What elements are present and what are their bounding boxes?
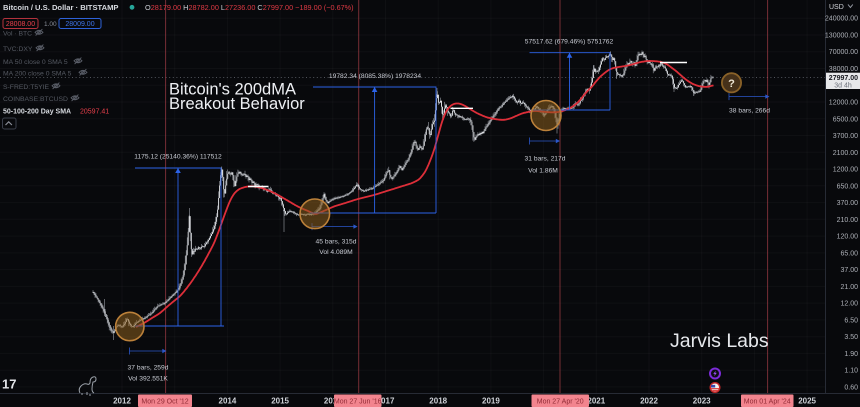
svg-text:2100.00: 2100.00 — [833, 150, 858, 157]
svg-text:Vol 4.089M: Vol 4.089M — [319, 249, 353, 256]
svg-text:3.50: 3.50 — [844, 334, 858, 341]
svg-text:2016: 2016 — [324, 397, 342, 406]
svg-text:Mon 01 Apr '24: Mon 01 Apr '24 — [744, 399, 791, 406]
svg-text:2021: 2021 — [587, 397, 605, 406]
svg-text:27997.00: 27997.00 — [829, 75, 858, 82]
svg-text:20597.41: 20597.41 — [80, 109, 109, 116]
svg-text:?: ? — [728, 78, 735, 90]
svg-text:1200.00: 1200.00 — [833, 167, 858, 174]
svg-text:17: 17 — [2, 377, 16, 392]
svg-text:2017: 2017 — [377, 397, 395, 406]
svg-text:650.00: 650.00 — [837, 183, 859, 190]
svg-text:Jarvis Labs: Jarvis Labs — [670, 330, 769, 352]
svg-text:Vol · BTC: Vol · BTC — [3, 31, 32, 38]
svg-text:2012: 2012 — [113, 397, 131, 406]
svg-text:19782.34 (8085.38%) 1978234: 19782.34 (8085.38%) 1978234 — [329, 73, 421, 80]
svg-text:65.00: 65.00 — [840, 250, 858, 257]
svg-text:O28179.00 H28782.00 L27236.00: O28179.00 H28782.00 L27236.00 C27997.00 … — [145, 3, 354, 12]
svg-text:2019: 2019 — [482, 397, 500, 406]
svg-text:Vol 392.551K: Vol 392.551K — [128, 376, 168, 383]
svg-text:130000.00: 130000.00 — [825, 33, 858, 40]
svg-text:21.00: 21.00 — [840, 284, 858, 291]
svg-text:Bitcoin / U.S. Dollar · BITSTA: Bitcoin / U.S. Dollar · BITSTAMP — [3, 3, 118, 12]
svg-text:COINBASE:BTCUSD: COINBASE:BTCUSD — [3, 96, 68, 103]
svg-text:Mon 27 Apr '20: Mon 27 Apr '20 — [537, 399, 584, 406]
svg-text:45 bars, 315d: 45 bars, 315d — [316, 239, 357, 246]
svg-text:0.60: 0.60 — [844, 384, 858, 391]
svg-text:1.00: 1.00 — [44, 21, 57, 28]
svg-text:57517.62 (679.46%) 5751762: 57517.62 (679.46%) 5751762 — [525, 39, 614, 46]
svg-text:Bitcoin's 200dMA: Bitcoin's 200dMA — [169, 81, 296, 99]
svg-text:37 bars, 259d: 37 bars, 259d — [128, 365, 169, 372]
svg-text:6.50: 6.50 — [844, 317, 858, 324]
svg-text:1175.12 (25140.36%) 117512: 1175.12 (25140.36%) 117512 — [134, 154, 222, 161]
svg-text:MA 200 close 0 SMA 5: MA 200 close 0 SMA 5 — [3, 71, 72, 78]
svg-text:38 bars, 266d: 38 bars, 266d — [729, 108, 770, 115]
svg-text:3d 4h: 3d 4h — [834, 82, 852, 89]
svg-text:1.10: 1.10 — [844, 368, 858, 375]
svg-text:1.90: 1.90 — [844, 351, 858, 358]
svg-text:2014: 2014 — [219, 397, 237, 406]
svg-text:28009.00: 28009.00 — [65, 21, 94, 28]
svg-text:12.00: 12.00 — [840, 301, 858, 308]
svg-text:70000.00: 70000.00 — [829, 49, 858, 56]
svg-text:USD: USD — [829, 4, 844, 11]
svg-text:370.00: 370.00 — [837, 200, 859, 207]
svg-text:120.00: 120.00 — [837, 234, 859, 241]
svg-text:MA 50 close 0 SMA 5: MA 50 close 0 SMA 5 — [3, 59, 68, 66]
svg-text:210.00: 210.00 — [837, 217, 859, 224]
svg-text:S-FRED:T5YIE: S-FRED:T5YIE — [3, 84, 50, 91]
svg-text:50-100-200 Day SMA: 50-100-200 Day SMA — [3, 109, 71, 116]
svg-text:2025: 2025 — [798, 397, 816, 406]
svg-text:TVC:DXY: TVC:DXY — [3, 46, 33, 53]
svg-text:2022: 2022 — [640, 397, 658, 406]
svg-text:38000.00: 38000.00 — [829, 66, 858, 73]
svg-text:240000.00: 240000.00 — [825, 16, 858, 23]
svg-text:Mon 27 Jun '16: Mon 27 Jun '16 — [334, 399, 382, 406]
svg-text:28008.00: 28008.00 — [6, 21, 35, 28]
svg-text:12000.00: 12000.00 — [829, 100, 858, 107]
svg-text:2018: 2018 — [429, 397, 447, 406]
svg-text:Mon 29 Oct '12: Mon 29 Oct '12 — [141, 399, 188, 406]
svg-text:Vol 1.86M: Vol 1.86M — [528, 168, 558, 175]
svg-text:Breakout Behavior: Breakout Behavior — [169, 95, 305, 113]
svg-text:31 bars, 217d: 31 bars, 217d — [525, 156, 566, 163]
svg-text:6500.00: 6500.00 — [833, 116, 858, 123]
svg-text:37.00: 37.00 — [840, 267, 858, 274]
svg-text:2023: 2023 — [693, 397, 711, 406]
svg-text:3700.00: 3700.00 — [833, 133, 858, 140]
svg-text:2015: 2015 — [271, 397, 289, 406]
